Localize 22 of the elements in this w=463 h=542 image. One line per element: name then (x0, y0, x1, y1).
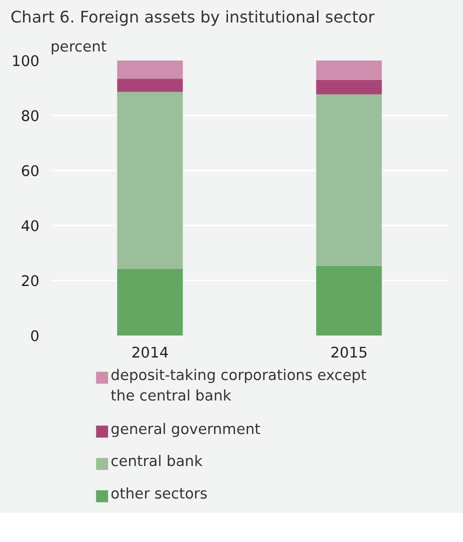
y-tick-label: 40 (20, 218, 40, 235)
legend-label: general government (110, 420, 261, 438)
bar (117, 60, 183, 79)
bar (316, 266, 382, 336)
y-tick-label: 100 (12, 53, 40, 70)
y-tick-label: 0 (30, 328, 40, 345)
x-tick-label: 2015 (330, 344, 368, 362)
bar (117, 78, 183, 92)
bar (117, 268, 183, 336)
chart-title: Chart 6. Foreign assets by institutional sector (10, 8, 376, 26)
legend-label: deposit-taking corporations except the central bank (110, 366, 367, 404)
bar (117, 92, 183, 269)
legend-label: central bank (110, 453, 204, 470)
bar (316, 94, 382, 266)
x-tick-label: 2014 (131, 344, 169, 362)
y-tick-label: 20 (20, 273, 40, 290)
bar (316, 80, 382, 94)
y-tick-label: 60 (20, 163, 40, 180)
legend-label: other sectors (110, 485, 208, 502)
y-axis-title: percent (50, 38, 107, 56)
y-tick-label: 80 (20, 108, 40, 125)
bar (316, 60, 382, 80)
